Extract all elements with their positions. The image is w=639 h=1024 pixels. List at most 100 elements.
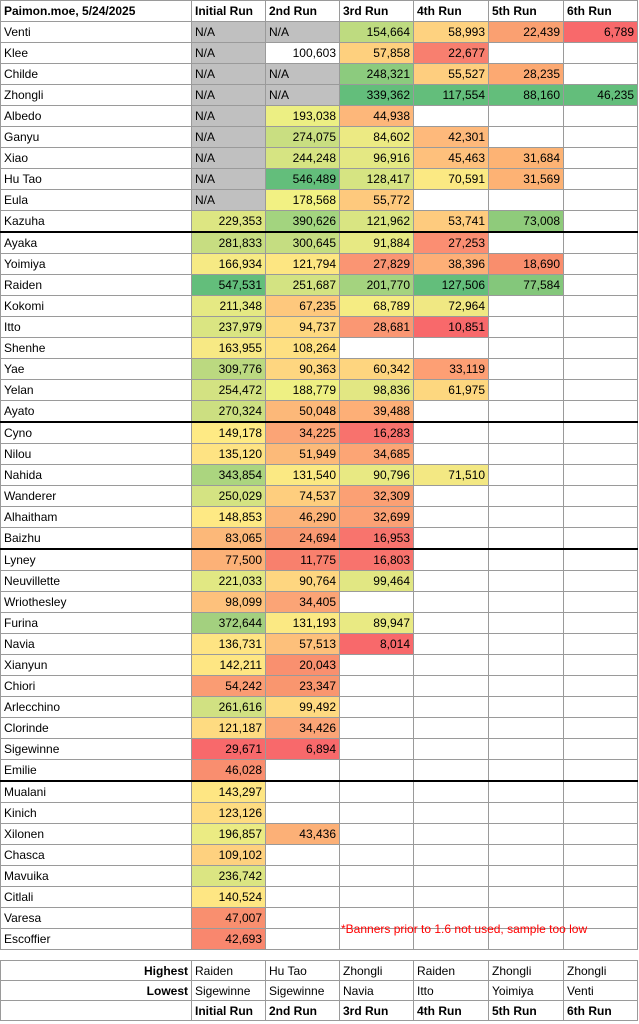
- run-value-cell: 127,506: [413, 274, 489, 296]
- table-row: Chiori 54,242 23,347: [0, 675, 638, 697]
- run-value-cell: 250,029: [191, 485, 266, 507]
- run-value-cell: [563, 865, 638, 887]
- character-name: Nilou: [0, 443, 192, 465]
- run-value-cell: [413, 443, 489, 465]
- run-value-cell: 244,248: [265, 147, 340, 169]
- run-value-cell: [413, 548, 489, 571]
- run-value-cell: [563, 316, 638, 338]
- run-header: Initial Run: [191, 0, 266, 22]
- table-row: Nilou 135,120 51,949 34,685: [0, 443, 638, 465]
- run-value-cell: [563, 570, 638, 592]
- table-row: Yoimiya 166,934 121,794 27,829 38,396 18,690: [0, 253, 638, 275]
- run-value-cell: [563, 464, 638, 486]
- run-value-cell: 140,524: [191, 886, 266, 908]
- highest-row: Highest Raiden Hu Tao Zhongli Raiden Zho…: [0, 960, 638, 981]
- run-value-cell: 201,770: [339, 274, 414, 296]
- summary-run-row: Initial Run 2nd Run 3rd Run 4th Run 5th …: [0, 1000, 638, 1021]
- table-row: Xianyun 142,211 20,043: [0, 654, 638, 676]
- table-row: Childe N/A N/A 248,321 55,527 28,235: [0, 63, 638, 85]
- summary-run-header: 6th Run: [563, 1000, 638, 1021]
- run-value-cell: 84,602: [339, 126, 414, 148]
- run-value-cell: 43,436: [265, 823, 340, 845]
- run-value-cell: [563, 147, 638, 169]
- run-value-cell: 27,253: [413, 231, 489, 254]
- run-value-cell: 42,693: [191, 928, 266, 950]
- run-value-cell: 88,160: [488, 84, 564, 106]
- run-value-cell: 16,283: [339, 421, 414, 444]
- character-name: Lyney: [0, 548, 192, 571]
- run-value-cell: 154,664: [339, 21, 414, 43]
- table-row: Varesa 47,007: [0, 907, 638, 929]
- run-value-cell: [563, 210, 638, 233]
- run-value-cell: [488, 358, 564, 380]
- table-row: Escoffier 42,693: [0, 928, 638, 950]
- run-value-cell: 123,126: [191, 802, 266, 824]
- run-value-cell: 67,235: [265, 295, 340, 317]
- run-value-cell: 34,225: [265, 421, 340, 444]
- run-value-cell: [563, 675, 638, 697]
- run-value-cell: 121,794: [265, 253, 340, 275]
- run-value-cell: [563, 379, 638, 401]
- table-row: Kazuha 229,353 390,626 121,962 53,741 73,008: [0, 210, 638, 233]
- run-value-cell: 211,348: [191, 295, 266, 317]
- run-value-cell: [413, 485, 489, 507]
- run-value-cell: [413, 802, 489, 824]
- run-value-cell: 46,235: [563, 84, 638, 106]
- run-value-cell: 547,531: [191, 274, 266, 296]
- run-value-cell: N/A: [191, 84, 266, 106]
- run-value-cell: [563, 738, 638, 760]
- run-value-cell: N/A: [191, 42, 266, 64]
- run-value-cell: [488, 231, 564, 254]
- run-value-cell: [488, 738, 564, 760]
- run-value-cell: [563, 844, 638, 866]
- table-row: Albedo N/A 193,038 44,938: [0, 105, 638, 127]
- run-value-cell: [563, 295, 638, 317]
- run-value-cell: [265, 759, 340, 782]
- table-row: Ayaka 281,833 300,645 91,884 27,253: [0, 231, 638, 254]
- run-value-cell: [339, 717, 414, 739]
- run-value-cell: 98,099: [191, 591, 266, 613]
- run-value-cell: [488, 464, 564, 486]
- run-value-cell: [563, 506, 638, 528]
- run-value-cell: [563, 63, 638, 85]
- summary-run-header: 2nd Run: [265, 1000, 340, 1021]
- run-header: 2nd Run: [265, 0, 340, 22]
- run-value-cell: [339, 759, 414, 782]
- run-value-cell: 34,685: [339, 443, 414, 465]
- run-value-cell: 166,934: [191, 253, 266, 275]
- run-value-cell: 99,464: [339, 570, 414, 592]
- run-value-cell: [488, 337, 564, 359]
- run-value-cell: [563, 633, 638, 655]
- run-value-cell: 131,540: [265, 464, 340, 486]
- run-value-cell: 42,301: [413, 126, 489, 148]
- run-value-cell: [265, 928, 340, 950]
- run-value-cell: [413, 400, 489, 423]
- run-value-cell: [488, 506, 564, 528]
- table-row: Yelan 254,472 188,779 98,836 61,975: [0, 379, 638, 401]
- character-name: Yelan: [0, 379, 192, 401]
- highest-cell: Zhongli: [339, 960, 414, 981]
- table-row: Itto 237,979 94,737 28,681 10,851: [0, 316, 638, 338]
- character-name: Emilie: [0, 759, 192, 782]
- run-value-cell: [413, 696, 489, 718]
- run-value-cell: [563, 759, 638, 782]
- character-name: Albedo: [0, 105, 192, 127]
- run-value-cell: [413, 654, 489, 676]
- run-value-cell: [488, 865, 564, 887]
- character-name: Chiori: [0, 675, 192, 697]
- run-value-cell: 44,938: [339, 105, 414, 127]
- run-value-cell: [563, 717, 638, 739]
- run-value-cell: [413, 823, 489, 845]
- run-value-cell: N/A: [191, 105, 266, 127]
- run-value-cell: 339,362: [339, 84, 414, 106]
- table-row: Raiden 547,531 251,687 201,770 127,506 77,584: [0, 274, 638, 296]
- run-value-cell: [488, 443, 564, 465]
- run-value-cell: 128,417: [339, 168, 414, 190]
- run-value-cell: [563, 823, 638, 845]
- table-row: Eula N/A 178,568 55,772: [0, 189, 638, 211]
- run-value-cell: 229,353: [191, 210, 266, 233]
- summary-run-header: Initial Run: [191, 1000, 266, 1021]
- sheet-title: Paimon.moe, 5/24/2025: [0, 0, 192, 22]
- run-value-cell: 60,342: [339, 358, 414, 380]
- character-name: Cyno: [0, 421, 192, 444]
